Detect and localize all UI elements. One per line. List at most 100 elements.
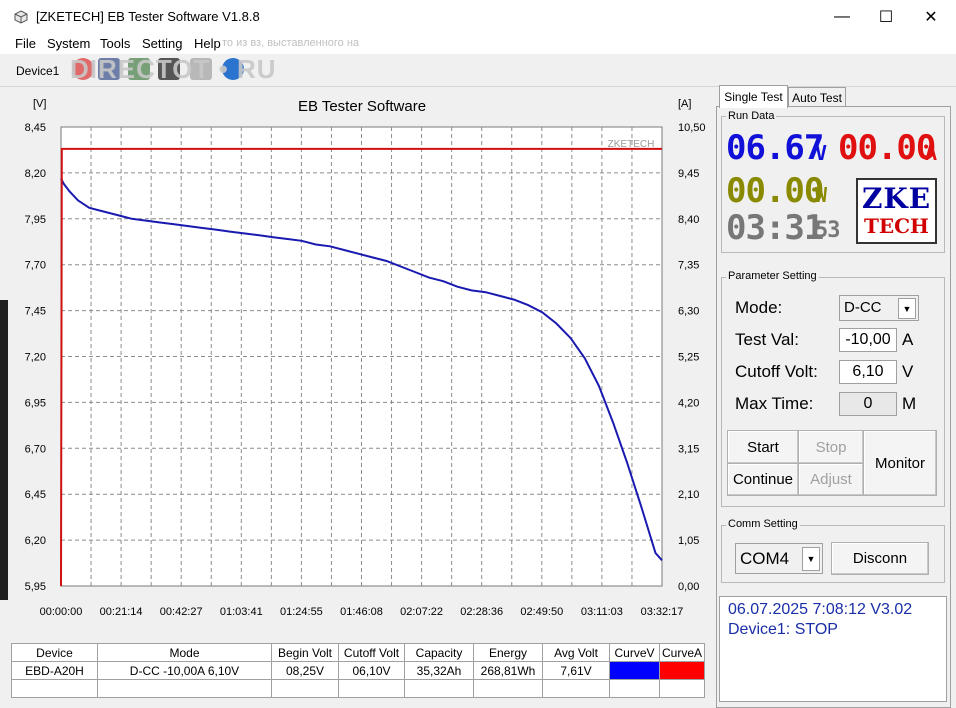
- y-tick-label-right: 0,00: [678, 581, 699, 593]
- x-tick-label: 00:42:27: [160, 606, 203, 618]
- test-results-table: Device Mode Begin Volt Cutoff Volt Capac…: [11, 643, 705, 698]
- current-readout: 00.00: [838, 128, 936, 168]
- max-time-input[interactable]: 0: [839, 392, 897, 416]
- chevron-down-icon[interactable]: ▼: [898, 298, 916, 319]
- stop-button[interactable]: Stop: [798, 430, 864, 464]
- current-unit: A: [925, 141, 937, 165]
- tab-auto-test[interactable]: Auto Test: [788, 87, 846, 108]
- tab-single-test[interactable]: Single Test: [719, 85, 788, 108]
- y-tick-label-right: 9,45: [678, 168, 699, 180]
- mode-select[interactable]: D-CC ▼: [839, 295, 919, 321]
- curve-current-swatch[interactable]: [659, 661, 705, 680]
- voltage-unit: V: [815, 141, 827, 165]
- mode-label: Mode:: [735, 298, 783, 317]
- parameter-setting-group: [721, 277, 945, 507]
- y-tick-label-left: 7,70: [25, 260, 46, 272]
- background-strip: [0, 300, 8, 600]
- cutoff-volt-label: Cutoff Volt:: [735, 362, 818, 381]
- x-tick-label: 01:24:55: [280, 606, 323, 618]
- chart-title: EB Tester Software: [298, 98, 426, 115]
- continue-button[interactable]: Continue: [727, 463, 799, 496]
- site-watermark: DIRECTOT • RU: [70, 54, 277, 84]
- status-box: 06.07.2025 7:08:12 V3.02 Device1: STOP: [719, 596, 947, 702]
- power-readout: 00.00: [726, 171, 824, 211]
- table-header: Cutoff Volt: [338, 643, 405, 662]
- x-tick-label: 02:49:50: [520, 606, 563, 618]
- maximize-button[interactable]: ☐: [878, 9, 894, 26]
- parameter-setting-label: Parameter Setting: [726, 270, 819, 282]
- table-cell: D-CC -10,00A 6,10V: [97, 661, 272, 680]
- com-port-select[interactable]: COM4 ▼: [735, 543, 823, 574]
- chart-icon[interactable]: [128, 58, 150, 80]
- x-tick-label: 02:07:22: [400, 606, 443, 618]
- status-datetime: 06.07.2025 7:08:12 V3.02: [728, 601, 913, 618]
- menu-file[interactable]: File: [15, 36, 36, 51]
- menu-system[interactable]: System: [47, 36, 91, 51]
- table-row-empty: [11, 679, 705, 698]
- power-unit: W: [815, 183, 827, 207]
- table-cell: 7,61V: [542, 661, 610, 680]
- comm-setting-group: [721, 525, 945, 583]
- y-tick-label-left: 7,20: [25, 352, 46, 364]
- cutoff-volt-unit: V: [902, 362, 914, 381]
- record-icon[interactable]: [72, 58, 94, 80]
- x-tick-label: 00:00:00: [40, 606, 83, 618]
- disconnect-button[interactable]: Disconn: [831, 542, 929, 575]
- mode-value: D-CC: [844, 299, 882, 316]
- table-header: CurveA: [659, 643, 705, 662]
- adjust-button[interactable]: Adjust: [798, 463, 864, 496]
- chart-watermark: ZKETECH: [608, 139, 655, 150]
- chevron-down-icon[interactable]: ▼: [802, 547, 820, 571]
- tools-icon[interactable]: [158, 58, 180, 80]
- y-tick-label-left: 8,45: [25, 122, 46, 134]
- table-header: Energy: [473, 643, 543, 662]
- start-button[interactable]: Start: [727, 430, 799, 464]
- test-val-input[interactable]: -10,00: [839, 328, 897, 352]
- search-icon[interactable]: [190, 58, 212, 80]
- y-tick-label-right: 4,20: [678, 397, 699, 409]
- y-tick-label-left: 6,70: [25, 443, 46, 455]
- curve-voltage-swatch[interactable]: [609, 661, 660, 680]
- voltage-readout: 06.67: [726, 128, 824, 168]
- monitor-button[interactable]: Monitor: [863, 430, 937, 496]
- table-header: Begin Volt: [271, 643, 339, 662]
- table-header: Capacity: [404, 643, 474, 662]
- x-tick-label: 03:11:03: [581, 606, 623, 618]
- table-cell: EBD-A20H: [11, 661, 98, 680]
- x-tick-label: 01:46:08: [340, 606, 383, 618]
- x-tick-label: 03:32:17: [641, 606, 684, 618]
- close-button[interactable]: ✕: [924, 9, 938, 26]
- x-tick-label: 00:21:14: [100, 606, 143, 618]
- y-tick-label-left: 5,95: [25, 581, 46, 593]
- minimize-button[interactable]: —: [834, 8, 850, 25]
- menu-tools[interactable]: Tools: [100, 36, 131, 51]
- logo-text-tech: TECH: [864, 214, 929, 238]
- status-device: Device1: STOP: [728, 621, 838, 638]
- y-tick-label-left: 6,20: [25, 535, 46, 547]
- table-header-row: Device Mode Begin Volt Cutoff Volt Capac…: [11, 643, 705, 662]
- table-row[interactable]: EBD-A20H D-CC -10,00A 6,10V 08,25V 06,10…: [11, 661, 705, 680]
- table-header: Avg Volt: [542, 643, 610, 662]
- menu-help[interactable]: Help: [194, 36, 221, 51]
- comm-setting-label: Comm Setting: [726, 518, 800, 530]
- series-line-curvev: [60, 177, 663, 561]
- app-cube-icon: [14, 10, 28, 24]
- cutoff-volt-input[interactable]: 6,10: [839, 360, 897, 384]
- run-data-label: Run Data: [726, 110, 777, 122]
- y-tick-label-left: 6,45: [25, 489, 46, 501]
- max-time-unit: M: [902, 394, 917, 413]
- table-cell: 06,10V: [338, 661, 405, 680]
- y-tick-label-right: 3,15: [678, 443, 699, 455]
- menu-setting[interactable]: Setting: [142, 36, 183, 51]
- device-label[interactable]: Device1: [16, 64, 60, 78]
- save-icon[interactable]: [98, 58, 120, 80]
- table-header: CurveV: [609, 643, 660, 662]
- info-icon[interactable]: [222, 58, 244, 80]
- series-line-curvea: [60, 147, 662, 587]
- test-val-label: Test Val:: [735, 330, 799, 349]
- y-tick-label-right: 10,50: [678, 122, 706, 134]
- time-seconds: 53: [815, 218, 840, 243]
- com-port-value: COM4: [740, 549, 790, 568]
- test-val-unit: A: [902, 330, 914, 349]
- max-time-label: Max Time:: [735, 394, 814, 413]
